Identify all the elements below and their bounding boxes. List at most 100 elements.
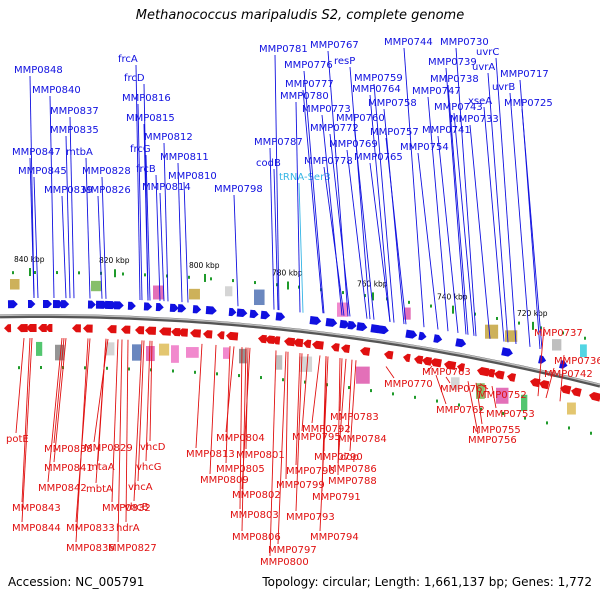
bottom-gene-label: MMP0796 <box>286 353 335 477</box>
feature-band <box>451 377 460 390</box>
feature-band <box>91 280 102 292</box>
svg-text:MMP0773: MMP0773 <box>302 104 351 115</box>
svg-text:MMP0826: MMP0826 <box>82 185 131 196</box>
forward-gene <box>60 300 70 309</box>
top-gene-label: MMP0781 <box>259 44 308 311</box>
svg-text:MMP0802: MMP0802 <box>232 490 281 501</box>
top-gene-label: MMP0764 <box>352 84 401 323</box>
svg-text:MMP0843: MMP0843 <box>12 503 61 514</box>
forward-gene <box>169 303 179 312</box>
gc-dot <box>56 271 58 275</box>
top-gene-label: MMP0798 <box>214 184 263 307</box>
top-gene-label: MMP0828 <box>82 166 131 299</box>
accession-text: Accession: NC_005791 <box>8 575 145 589</box>
svg-text:MMP0847: MMP0847 <box>12 147 61 158</box>
forward-gene <box>405 329 418 339</box>
top-gene-label: MMP0815 <box>126 113 175 301</box>
bottom-gene-label: MMP0799 <box>276 351 325 491</box>
forward-gene <box>127 301 136 310</box>
bottom-gene-label: MMP0770 <box>384 366 433 390</box>
bottom-gene-label: vhcG <box>136 340 162 473</box>
top-gene-label: MMP0845 <box>18 166 67 299</box>
forward-strand-genes <box>7 300 568 369</box>
svg-text:MMP0765: MMP0765 <box>354 152 403 163</box>
forward-gene <box>155 302 164 312</box>
genome-backbone <box>0 314 600 388</box>
top-gene-label: MMP0814 <box>142 182 191 302</box>
svg-text:MMP0811: MMP0811 <box>160 152 209 163</box>
svg-text:MMP0736: MMP0736 <box>554 356 600 367</box>
top-gene-label: frcB <box>136 164 161 301</box>
feature-band <box>552 339 562 351</box>
svg-text:MMP0725: MMP0725 <box>504 98 553 109</box>
top-gene-label: MMP0787 <box>254 137 303 310</box>
top-gene-label: frcA <box>118 54 141 301</box>
gc-dot <box>12 271 14 275</box>
svg-text:MMP0754: MMP0754 <box>400 142 449 153</box>
forward-gene <box>325 318 338 327</box>
top-gene-label: MMP0757 <box>370 127 419 325</box>
gc-dot <box>524 416 526 420</box>
feature-band <box>223 347 230 359</box>
bottom-gene-label: potE <box>6 338 29 445</box>
feature-band <box>55 344 65 361</box>
top-gene-label: MMP0837 <box>50 106 99 299</box>
backbone-line <box>0 314 600 388</box>
feature-band <box>276 355 283 370</box>
svg-text:MMP0848: MMP0848 <box>14 65 63 76</box>
svg-text:vhcB: vhcB <box>124 502 149 513</box>
forward-gene <box>52 300 64 309</box>
feature-band <box>476 383 485 399</box>
feature-band <box>186 347 199 358</box>
forward-gene <box>418 331 427 341</box>
top-gene-label: frcG <box>130 144 151 301</box>
reverse-gene <box>303 339 312 349</box>
svg-text:MMP0801: MMP0801 <box>236 450 285 461</box>
svg-text:MMP0743: MMP0743 <box>434 102 483 113</box>
reverse-gene <box>293 338 304 348</box>
gc-dot <box>282 378 284 382</box>
svg-text:MMP0784: MMP0784 <box>338 434 387 445</box>
bottom-gene-label: MMP0742 <box>544 367 593 399</box>
reverse-gene <box>272 336 281 345</box>
tick-label: 840 kbp <box>14 255 45 264</box>
bottom-gene-label: MMP0736 <box>554 354 600 402</box>
reverse-gene <box>507 373 517 382</box>
svg-text:MMP0829: MMP0829 <box>84 443 133 454</box>
svg-text:MMP0835: MMP0835 <box>50 125 99 136</box>
tick-label: 740 kbp <box>437 293 468 302</box>
top-gene-label: MMP0835 <box>50 125 99 299</box>
svg-text:frcG: frcG <box>130 144 151 155</box>
svg-text:MMP0778: MMP0778 <box>304 156 353 167</box>
top-gene-label: uvrA <box>472 62 509 343</box>
bottom-gene-label: MMP0762 <box>435 374 485 416</box>
top-gene-label: uvrC <box>476 47 517 345</box>
svg-text:MMP0769: MMP0769 <box>329 139 378 150</box>
forward-gene <box>27 300 36 309</box>
bottom-gene-label: MMP0803 <box>230 347 279 521</box>
svg-text:MMP0791: MMP0791 <box>312 492 361 503</box>
svg-text:MMP0845: MMP0845 <box>18 166 67 177</box>
gc-dot <box>128 367 130 371</box>
bottom-gene-label: MMP0755 <box>472 382 521 436</box>
svg-text:MMP0755: MMP0755 <box>472 425 521 436</box>
forward-gene <box>104 300 117 310</box>
svg-text:MMP0753: MMP0753 <box>486 409 535 420</box>
top-gene-label: tRNA-Ser3 <box>279 172 331 313</box>
feature-band <box>132 344 142 361</box>
feature-band <box>225 286 233 297</box>
feature-band <box>356 366 370 384</box>
reverse-gene <box>403 353 411 363</box>
svg-text:MMP0772: MMP0772 <box>310 123 359 134</box>
svg-text:MMP0839: MMP0839 <box>44 185 93 196</box>
svg-text:MMP0844: MMP0844 <box>12 523 61 534</box>
top-gene-label: MMP0812 <box>144 132 193 302</box>
top-gene-label: MMP0769 <box>329 139 378 319</box>
bottom-gene-label: MMP0843 <box>12 338 61 514</box>
feature-band <box>505 330 518 342</box>
gc-dot <box>122 272 124 276</box>
top-gene-label: MMP0717 <box>500 69 549 350</box>
gc-dot <box>370 389 372 393</box>
svg-text:MMP0794: MMP0794 <box>310 532 359 543</box>
